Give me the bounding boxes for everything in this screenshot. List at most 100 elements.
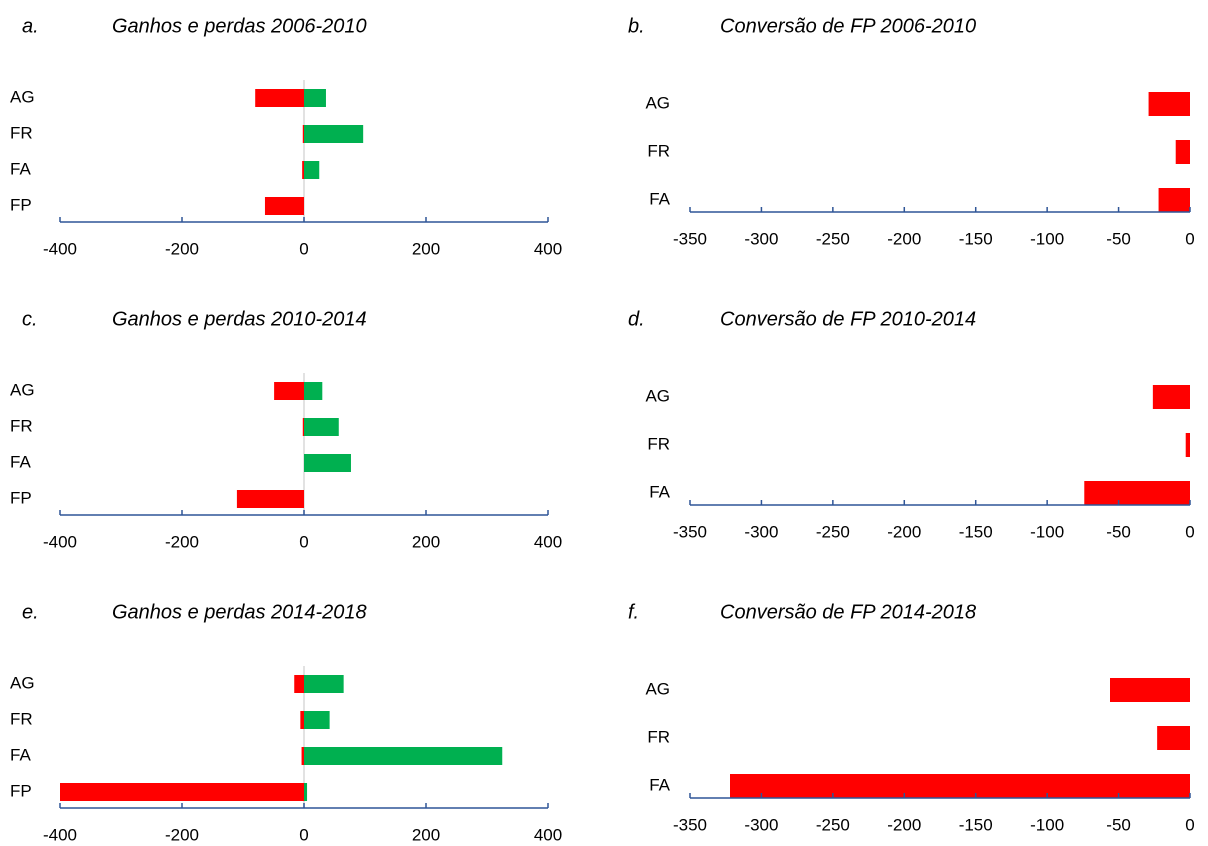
- bar: [302, 161, 304, 179]
- x-tick-label: 400: [534, 239, 562, 258]
- panel-title: Ganhos e perdas 2010-2014: [112, 308, 367, 330]
- category-label: AG: [645, 386, 670, 405]
- x-tick-label: -100: [1030, 522, 1064, 541]
- category-label: FP: [10, 195, 32, 214]
- x-tick-label: -250: [816, 522, 850, 541]
- category-label: FR: [647, 141, 670, 160]
- x-tick-label: 0: [1185, 522, 1194, 541]
- bar: [304, 125, 364, 143]
- bar: [274, 382, 304, 400]
- x-tick-label: -50: [1106, 522, 1131, 541]
- x-tick-label: -300: [744, 815, 778, 834]
- bar: [304, 454, 351, 472]
- bar: [730, 774, 1190, 798]
- bar: [302, 418, 304, 436]
- panel-label: b.: [628, 15, 645, 37]
- x-tick-label: 200: [412, 239, 440, 258]
- x-tick-label: -400: [43, 825, 77, 844]
- panel-title: Ganhos e perdas 2014-2018: [112, 601, 367, 623]
- panel-label: c.: [22, 308, 38, 330]
- category-label: AG: [10, 87, 35, 106]
- x-tick-label: -50: [1106, 229, 1131, 248]
- panel-title: Conversão de FP 2006-2010: [720, 15, 976, 37]
- bar: [304, 418, 339, 436]
- bar: [1175, 140, 1190, 164]
- x-tick-label: -50: [1106, 815, 1131, 834]
- x-tick-label: -200: [887, 815, 921, 834]
- x-tick-label: 400: [534, 532, 562, 551]
- category-label: AG: [10, 673, 35, 692]
- bar: [294, 675, 304, 693]
- x-tick-label: -100: [1030, 815, 1064, 834]
- category-label: AG: [645, 679, 670, 698]
- bar: [1185, 433, 1190, 457]
- panel-label: d.: [628, 308, 645, 330]
- x-tick-label: -400: [43, 532, 77, 551]
- category-label: FR: [10, 123, 33, 142]
- x-tick-label: -250: [816, 815, 850, 834]
- bar: [301, 747, 304, 765]
- bar: [1158, 188, 1190, 212]
- x-tick-label: -200: [165, 825, 199, 844]
- x-tick-label: 400: [534, 825, 562, 844]
- x-tick-label: 200: [412, 532, 440, 551]
- category-label: FA: [649, 482, 670, 501]
- x-tick-label: -300: [744, 229, 778, 248]
- bar: [304, 675, 344, 693]
- bar: [1152, 385, 1190, 409]
- category-label: FP: [10, 781, 32, 800]
- category-label: FP: [10, 488, 32, 507]
- panel-title: Conversão de FP 2010-2014: [720, 308, 976, 330]
- panel-label: f.: [628, 601, 639, 623]
- x-tick-label: -150: [959, 815, 993, 834]
- x-tick-label: -350: [673, 522, 707, 541]
- bar: [255, 89, 304, 107]
- x-tick-label: -200: [887, 522, 921, 541]
- category-label: FA: [649, 775, 670, 794]
- bar: [1110, 678, 1190, 702]
- x-tick-label: 0: [1185, 815, 1194, 834]
- x-tick-label: -350: [673, 815, 707, 834]
- x-tick-label: 0: [299, 532, 308, 551]
- panel-title: Conversão de FP 2014-2018: [720, 601, 976, 623]
- category-label: FR: [10, 416, 33, 435]
- bar: [300, 711, 304, 729]
- bar: [304, 89, 326, 107]
- category-label: FA: [10, 745, 31, 764]
- bar: [304, 747, 503, 765]
- category-label: FR: [647, 727, 670, 746]
- x-tick-label: 0: [299, 825, 308, 844]
- bar: [1148, 92, 1190, 116]
- x-tick-label: 0: [299, 239, 308, 258]
- x-tick-label: -300: [744, 522, 778, 541]
- category-label: FR: [10, 709, 33, 728]
- x-tick-label: -350: [673, 229, 707, 248]
- x-tick-label: 200: [412, 825, 440, 844]
- x-tick-label: -150: [959, 522, 993, 541]
- category-label: FA: [10, 159, 31, 178]
- x-tick-label: -100: [1030, 229, 1064, 248]
- bar: [304, 161, 320, 179]
- x-tick-label: -200: [165, 532, 199, 551]
- x-tick-label: 0: [1185, 229, 1194, 248]
- x-tick-label: -200: [887, 229, 921, 248]
- bar: [264, 197, 304, 215]
- panel-label: e.: [22, 601, 39, 623]
- x-tick-label: -200: [165, 239, 199, 258]
- panel-label: a.: [22, 15, 39, 37]
- panel-title: Ganhos e perdas 2006-2010: [112, 15, 367, 37]
- category-label: AG: [645, 93, 670, 112]
- bar: [302, 125, 304, 143]
- category-label: FA: [10, 452, 31, 471]
- bar: [236, 490, 304, 508]
- bar: [304, 382, 323, 400]
- category-label: FA: [649, 189, 670, 208]
- x-tick-label: -400: [43, 239, 77, 258]
- bar: [1157, 726, 1190, 750]
- bar: [1084, 481, 1190, 505]
- x-tick-label: -150: [959, 229, 993, 248]
- x-tick-label: -250: [816, 229, 850, 248]
- bar: [60, 783, 304, 801]
- bar: [304, 783, 308, 801]
